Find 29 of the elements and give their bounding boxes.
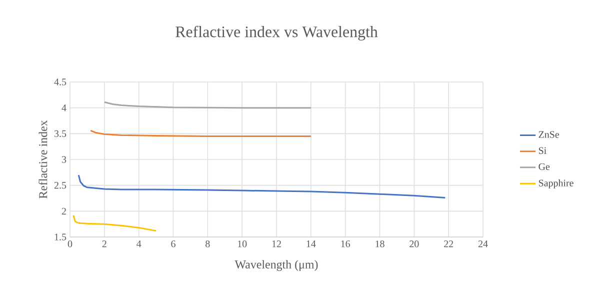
x-tick-label: 2 bbox=[102, 240, 106, 248]
y-tick-label: 3 bbox=[62, 156, 66, 163]
legend-label: ZnSe bbox=[538, 131, 559, 138]
legend-label: Sapphire bbox=[538, 179, 574, 188]
x-tick-label: 12 bbox=[272, 240, 281, 248]
line-series bbox=[72, 214, 157, 232]
y-axis-title: Reflactive index bbox=[38, 120, 48, 198]
legend-label: Ge bbox=[538, 163, 550, 170]
y-tick-label: 1.5 bbox=[54, 234, 66, 240]
x-tick-label: 10 bbox=[238, 240, 247, 248]
x-tick-label: 24 bbox=[478, 240, 488, 248]
x-tick-label: 18 bbox=[376, 240, 384, 248]
legend-label: Si bbox=[538, 147, 546, 154]
x-tick-label: 22 bbox=[444, 240, 454, 248]
line-series bbox=[78, 174, 446, 198]
x-tick-label: 14 bbox=[306, 240, 316, 248]
x-tick-label: 20 bbox=[410, 240, 419, 248]
chart-title: Reflactive index vs Wavelength bbox=[176, 26, 378, 40]
y-tick-label: 3.5 bbox=[54, 130, 66, 138]
x-tick-label: 16 bbox=[341, 240, 350, 248]
y-tick-label: 4.5 bbox=[54, 78, 66, 86]
x-tick-label: 0 bbox=[68, 240, 72, 248]
x-tick-label: 8 bbox=[206, 240, 210, 248]
y-tick-label: 2 bbox=[62, 208, 66, 214]
x-tick-label: 4 bbox=[136, 240, 142, 248]
x-tick-label: 6 bbox=[171, 240, 176, 248]
y-tick-label: 2.5 bbox=[54, 182, 66, 189]
y-tick-label: 4 bbox=[62, 104, 66, 112]
x-axis-title: Wavelength (μm) bbox=[234, 260, 318, 271]
